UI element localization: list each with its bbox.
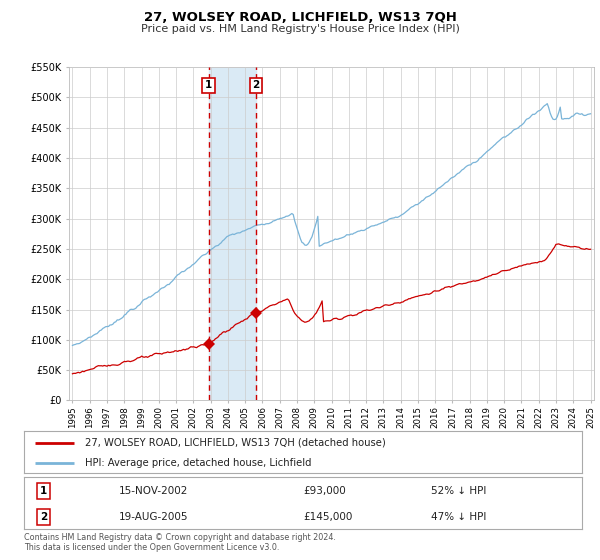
- Text: 15-NOV-2002: 15-NOV-2002: [119, 486, 188, 496]
- Text: £145,000: £145,000: [303, 512, 352, 522]
- Text: Contains HM Land Registry data © Crown copyright and database right 2024.: Contains HM Land Registry data © Crown c…: [24, 533, 336, 542]
- Text: 1: 1: [40, 486, 47, 496]
- Text: 27, WOLSEY ROAD, LICHFIELD, WS13 7QH: 27, WOLSEY ROAD, LICHFIELD, WS13 7QH: [143, 11, 457, 24]
- Text: 2: 2: [40, 512, 47, 522]
- Text: 47% ↓ HPI: 47% ↓ HPI: [431, 512, 487, 522]
- Text: This data is licensed under the Open Government Licence v3.0.: This data is licensed under the Open Gov…: [24, 543, 280, 552]
- Text: 27, WOLSEY ROAD, LICHFIELD, WS13 7QH (detached house): 27, WOLSEY ROAD, LICHFIELD, WS13 7QH (de…: [85, 438, 386, 448]
- Text: 1: 1: [205, 81, 212, 90]
- Text: £93,000: £93,000: [303, 486, 346, 496]
- Text: HPI: Average price, detached house, Lichfield: HPI: Average price, detached house, Lich…: [85, 458, 312, 468]
- Bar: [209, 67, 256, 400]
- Text: 2: 2: [253, 81, 260, 90]
- Text: Price paid vs. HM Land Registry's House Price Index (HPI): Price paid vs. HM Land Registry's House …: [140, 24, 460, 34]
- Text: 52% ↓ HPI: 52% ↓ HPI: [431, 486, 487, 496]
- Text: 19-AUG-2005: 19-AUG-2005: [119, 512, 188, 522]
